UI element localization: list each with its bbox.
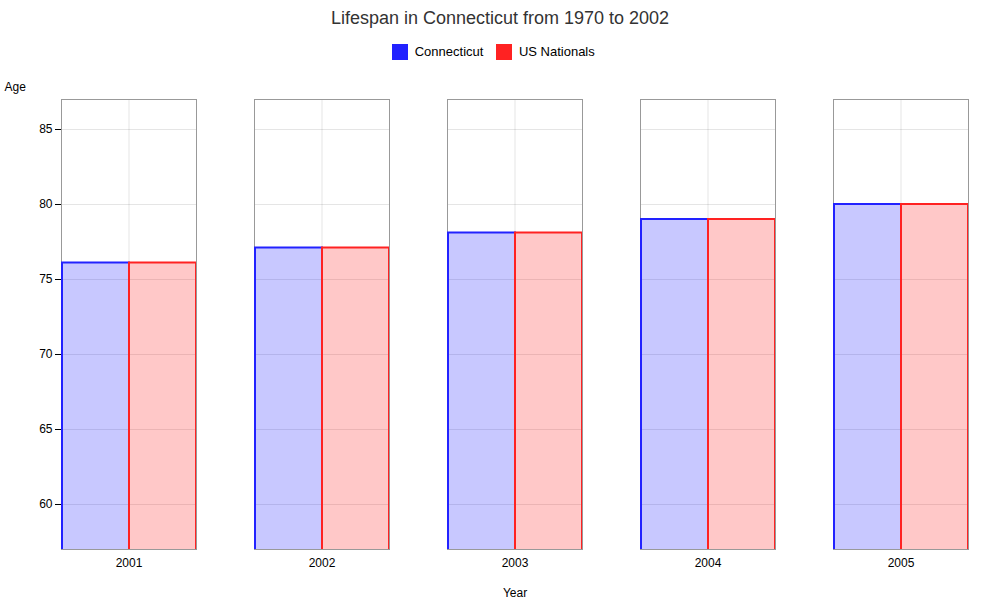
svg-text:2003: 2003 [502, 556, 529, 570]
svg-text:80: 80 [39, 197, 53, 211]
svg-text:60: 60 [39, 497, 53, 511]
svg-text:75: 75 [39, 272, 53, 286]
svg-text:85: 85 [39, 122, 53, 136]
html-text:Lifespan in Connecticut from 1: Lifespan in Connecticut from 1970 to 200… [330, 8, 670, 28]
svg-text:70: 70 [39, 347, 53, 361]
svg-text:Age: Age [5, 80, 27, 94]
svg-text:65: 65 [39, 422, 53, 436]
svg-text:2001: 2001 [116, 556, 143, 570]
svg-text:2005: 2005 [888, 556, 915, 570]
svg-text:2004: 2004 [695, 556, 722, 570]
svg-text:2002: 2002 [309, 556, 336, 570]
svg-text:Year: Year [503, 585, 527, 599]
html-text:US Nationals: US Nationals [518, 44, 595, 59]
html-text:Connecticut: Connecticut [414, 44, 484, 59]
